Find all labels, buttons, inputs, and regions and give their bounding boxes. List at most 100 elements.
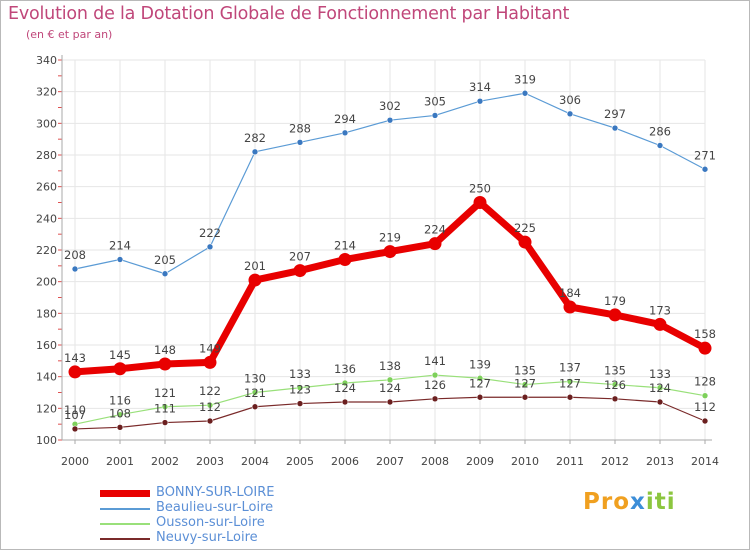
data-point-beaulieu-sur-loire — [656, 142, 664, 149]
data-point-neuvy-sur-loire — [431, 395, 439, 403]
data-point-beaulieu-sur-loire — [476, 97, 484, 105]
data-point-ousson-sur-loire — [251, 389, 259, 396]
data-point-bonny-sur-loire — [68, 365, 82, 379]
y-tick-label-240: 240 — [36, 212, 57, 225]
y-tick-label-140: 140 — [36, 371, 57, 384]
legend-label-bonny: BONNY-SUR-LOIRE — [156, 485, 275, 500]
data-label-beaulieu-sur-loire: 302 — [379, 99, 401, 113]
data-point-bonny-sur-loire — [653, 317, 667, 331]
data-label-beaulieu-sur-loire: 306 — [559, 93, 581, 107]
data-point-ousson-sur-loire — [521, 381, 529, 388]
data-point-beaulieu-sur-loire — [161, 270, 169, 278]
data-point-bonny-sur-loire — [338, 253, 352, 266]
data-point-neuvy-sur-loire — [161, 419, 169, 426]
data-label-beaulieu-sur-loire: 294 — [334, 112, 356, 126]
legend: BONNY-SUR-LOIRE Beaulieu-sur-Loire Ousso… — [100, 485, 360, 546]
y-tick-label-340: 340 — [36, 54, 57, 67]
data-point-beaulieu-sur-loire — [341, 129, 349, 137]
data-point-neuvy-sur-loire — [251, 403, 259, 411]
data-label-beaulieu-sur-loire: 319 — [514, 72, 536, 86]
data-label-neuvy-sur-loire: 126 — [424, 378, 446, 392]
data-label-ousson-sur-loire: 135 — [604, 364, 626, 378]
x-tick-label-2006: 2006 — [331, 455, 359, 468]
data-label-neuvy-sur-loire: 107 — [64, 408, 86, 422]
data-label-neuvy-sur-loire: 111 — [154, 402, 176, 416]
x-tick-label-2010: 2010 — [511, 455, 539, 468]
data-label-ousson-sur-loire: 137 — [559, 360, 581, 374]
data-point-ousson-sur-loire — [476, 374, 484, 382]
data-label-bonny-sur-loire: 158 — [694, 327, 716, 341]
data-label-ousson-sur-loire: 121 — [154, 386, 176, 400]
data-point-neuvy-sur-loire — [206, 417, 214, 425]
data-point-neuvy-sur-loire — [341, 398, 349, 406]
data-point-ousson-sur-loire — [341, 379, 349, 387]
x-tick-label-2011: 2011 — [556, 455, 584, 468]
legend-swatch-beaulieu — [100, 508, 150, 510]
x-tick-label-2012: 2012 — [601, 455, 629, 468]
data-label-bonny-sur-loire: 149 — [199, 341, 221, 355]
data-label-beaulieu-sur-loire: 205 — [154, 253, 176, 267]
chart-title: Evolution de la Dotation Globale de Fonc… — [8, 4, 570, 24]
data-label-bonny-sur-loire: 207 — [289, 250, 311, 264]
data-label-ousson-sur-loire: 138 — [379, 359, 401, 373]
data-label-neuvy-sur-loire: 127 — [469, 376, 491, 390]
data-label-neuvy-sur-loire: 126 — [604, 378, 626, 392]
data-point-bonny-sur-loire — [608, 308, 622, 322]
y-tick-label-220: 220 — [36, 244, 57, 257]
data-point-bonny-sur-loire — [518, 235, 532, 249]
data-label-beaulieu-sur-loire: 208 — [64, 248, 86, 262]
data-label-neuvy-sur-loire: 112 — [199, 400, 221, 414]
legend-item-beaulieu: Beaulieu-sur-Loire — [100, 500, 360, 516]
logo-part-3: iti — [645, 489, 676, 515]
data-label-ousson-sur-loire: 136 — [334, 362, 356, 376]
data-label-neuvy-sur-loire: 124 — [379, 381, 401, 395]
data-point-beaulieu-sur-loire — [431, 112, 439, 119]
data-point-ousson-sur-loire — [566, 378, 574, 385]
x-tick-label-2005: 2005 — [286, 455, 314, 468]
data-label-bonny-sur-loire: 224 — [424, 223, 446, 237]
legend-item-neuvy: Neuvy-sur-Loire — [100, 530, 360, 546]
data-label-neuvy-sur-loire: 112 — [694, 400, 716, 414]
y-tick-label-160: 160 — [36, 339, 57, 352]
data-label-bonny-sur-loire: 173 — [649, 303, 671, 317]
data-point-bonny-sur-loire — [203, 355, 217, 369]
data-label-neuvy-sur-loire: 123 — [289, 383, 311, 397]
data-point-bonny-sur-loire — [293, 264, 307, 278]
data-point-neuvy-sur-loire — [386, 398, 394, 406]
data-point-neuvy-sur-loire — [116, 424, 124, 431]
data-label-bonny-sur-loire: 184 — [559, 286, 581, 300]
x-tick-label-2008: 2008 — [421, 455, 449, 468]
data-point-neuvy-sur-loire — [521, 393, 529, 401]
legend-item-bonny: BONNY-SUR-LOIRE — [100, 485, 360, 501]
data-point-neuvy-sur-loire — [611, 395, 619, 403]
data-point-bonny-sur-loire — [563, 300, 577, 314]
data-point-beaulieu-sur-loire — [251, 148, 259, 156]
data-label-beaulieu-sur-loire: 288 — [289, 121, 311, 135]
data-point-beaulieu-sur-loire — [566, 110, 574, 118]
y-tick-label-300: 300 — [36, 117, 57, 130]
y-tick-label-320: 320 — [36, 86, 57, 99]
data-label-beaulieu-sur-loire: 271 — [694, 148, 716, 162]
data-label-ousson-sur-loire: 110 — [64, 403, 86, 417]
logo-part-2: x — [630, 489, 646, 515]
logo-part-1: Pro — [583, 489, 631, 515]
data-label-beaulieu-sur-loire: 214 — [109, 239, 131, 253]
y-tick-label-120: 120 — [36, 402, 57, 415]
x-tick-label-2000: 2000 — [61, 455, 89, 468]
data-point-bonny-sur-loire — [698, 341, 712, 355]
legend-swatch-neuvy — [100, 538, 150, 540]
data-label-neuvy-sur-loire: 127 — [514, 376, 536, 390]
y-tick-label-100: 100 — [36, 434, 57, 447]
data-label-ousson-sur-loire: 128 — [694, 375, 716, 389]
data-point-ousson-sur-loire — [161, 403, 169, 411]
legend-item-ousson: Ousson-sur-Loire — [100, 515, 360, 531]
x-tick-label-2002: 2002 — [151, 455, 179, 468]
data-point-neuvy-sur-loire — [701, 417, 709, 425]
data-label-bonny-sur-loire: 179 — [604, 294, 626, 308]
data-point-bonny-sur-loire — [473, 196, 487, 209]
data-point-beaulieu-sur-loire — [701, 165, 709, 173]
data-label-ousson-sur-loire: 141 — [424, 354, 446, 368]
data-label-bonny-sur-loire: 145 — [109, 348, 131, 362]
data-label-beaulieu-sur-loire: 222 — [199, 226, 221, 240]
